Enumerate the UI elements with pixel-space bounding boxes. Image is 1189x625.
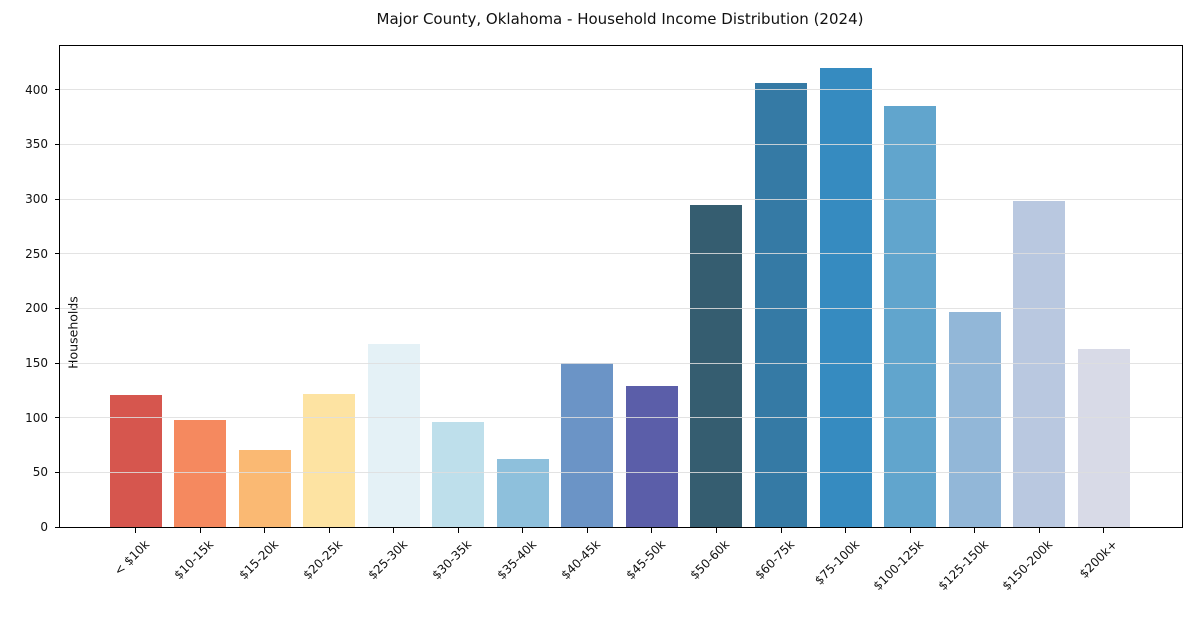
gridline (60, 471, 1182, 473)
chart-title: Major County, Oklahoma - Household Incom… (376, 10, 864, 28)
y-tick-label: 250 (25, 246, 48, 261)
x-tick-mark (974, 528, 976, 533)
gridline (60, 198, 1182, 200)
x-tick-mark (651, 528, 653, 533)
gridline (60, 143, 1182, 145)
x-tick-mark (1038, 528, 1040, 533)
y-tick-mark (55, 89, 60, 91)
bar (561, 363, 614, 527)
x-tick-mark (199, 528, 201, 533)
y-tick-mark (55, 253, 60, 255)
y-tick-label: 350 (25, 137, 48, 152)
bar (755, 83, 807, 527)
y-tick-mark (55, 417, 60, 419)
x-tick-mark (715, 528, 717, 533)
y-tick-label: 100 (25, 410, 48, 425)
x-tick-mark (264, 528, 266, 533)
y-tick-label: 200 (25, 301, 48, 316)
gridline (60, 253, 1182, 255)
x-tick-mark (845, 528, 847, 533)
y-tick-label: 50 (32, 465, 48, 480)
bar (238, 450, 291, 527)
bar (884, 106, 937, 527)
bar (174, 419, 227, 527)
y-tick-mark (55, 198, 60, 200)
x-tick-mark (780, 528, 782, 533)
x-tick-mark (586, 528, 588, 533)
y-tick-mark (55, 471, 60, 473)
x-tick-mark (328, 528, 330, 533)
bar (1077, 348, 1130, 527)
bar (1013, 201, 1066, 527)
y-tick-label: 400 (25, 82, 48, 97)
bar (625, 385, 678, 527)
bar (819, 67, 872, 527)
y-tick-mark (55, 362, 60, 364)
plot-area: Households 0 50 100 150 200 250 300 350 400 < $10… (25, 45, 1183, 593)
bar (432, 422, 485, 527)
x-tick-mark (457, 528, 459, 533)
gridline (60, 362, 1182, 364)
bar (690, 204, 743, 527)
bar (109, 394, 162, 527)
y-tick-mark (55, 143, 60, 145)
gridline (60, 307, 1182, 309)
x-tick-mark (522, 528, 524, 533)
gridline (60, 417, 1182, 419)
y-axis-label: Households (65, 296, 81, 369)
bar (948, 311, 1001, 527)
y-tick-mark (55, 526, 60, 528)
x-tick-mark (909, 528, 911, 533)
y-tick-label: 0 (40, 520, 48, 534)
bar (496, 459, 549, 527)
gridline (60, 89, 1182, 91)
y-tick-label: 300 (25, 192, 48, 207)
bar (367, 344, 420, 527)
bar (303, 393, 356, 527)
x-tick-mark (135, 528, 136, 533)
x-tick-mark (1103, 528, 1105, 533)
x-tick-mark (393, 528, 395, 533)
y-tick-mark (55, 307, 60, 309)
y-tick-label: 150 (25, 356, 48, 371)
